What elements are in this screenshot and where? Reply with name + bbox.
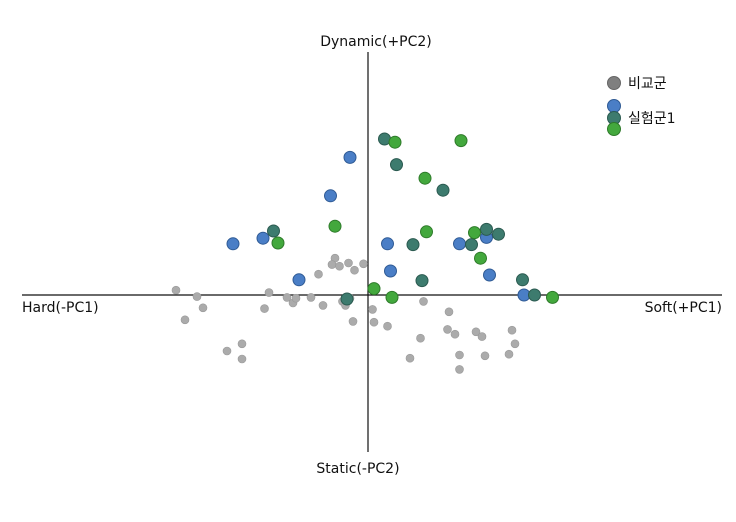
axis-label-bottom: Static(-PC2) xyxy=(316,461,399,477)
point-series0-20 xyxy=(383,321,392,331)
point-series0-5 xyxy=(260,304,269,313)
point-series0-37 xyxy=(455,365,464,374)
point-series0-0 xyxy=(264,288,274,297)
point-series0-6 xyxy=(318,301,328,310)
point-series0-30 xyxy=(237,339,247,349)
point-series0-22 xyxy=(444,307,454,317)
point-series0-12 xyxy=(350,265,359,275)
point-series0-35 xyxy=(504,349,514,359)
point-series0-1 xyxy=(282,293,292,302)
point-series0-28 xyxy=(507,325,517,335)
point-series0-38 xyxy=(192,292,202,301)
point-series2-2 xyxy=(436,183,450,197)
point-series3-3 xyxy=(420,225,433,239)
point-series0-41 xyxy=(171,285,181,295)
point-series0-40 xyxy=(180,315,190,325)
point-series0-25 xyxy=(450,329,460,339)
point-series0-33 xyxy=(405,353,415,363)
axis-label-left: Hard(-PC1) xyxy=(22,300,99,316)
point-series1-3 xyxy=(226,237,240,251)
point-series1-7 xyxy=(453,237,466,251)
point-series3-6 xyxy=(328,219,342,233)
point-series0-18 xyxy=(368,305,377,314)
point-series0-19 xyxy=(369,317,379,327)
point-series3-2 xyxy=(418,171,432,185)
point-series3-7 xyxy=(271,236,285,250)
point-series0-34 xyxy=(480,351,490,361)
point-series1-9 xyxy=(483,268,496,282)
point-series0-31 xyxy=(237,354,247,364)
legend-marker-exp-blue xyxy=(607,99,621,113)
legend-label-experiment1: 실험군1 xyxy=(628,111,676,127)
point-series1-1 xyxy=(324,189,337,203)
point-series0-13 xyxy=(359,259,368,269)
point-series3-0 xyxy=(388,135,402,149)
point-series0-32 xyxy=(222,346,232,356)
point-series0-4 xyxy=(306,293,316,302)
point-series0-29 xyxy=(510,339,520,349)
point-series1-4 xyxy=(292,273,306,287)
point-series1-6 xyxy=(384,264,397,278)
point-series3-10 xyxy=(546,290,559,304)
point-series1-0 xyxy=(343,150,357,164)
point-series0-3 xyxy=(291,293,301,303)
axis-label-top: Dynamic(+PC2) xyxy=(320,34,432,50)
point-series3-4 xyxy=(468,226,481,240)
point-series3-1 xyxy=(454,134,468,148)
point-series2-11 xyxy=(267,224,280,238)
point-series0-21 xyxy=(419,297,428,306)
axis-label-right: Soft(+PC1) xyxy=(645,300,722,316)
point-series2-10 xyxy=(340,292,354,306)
point-series3-9 xyxy=(385,290,399,304)
point-series2-6 xyxy=(406,238,420,252)
point-series3-5 xyxy=(474,251,487,265)
point-series2-1 xyxy=(390,158,403,172)
point-series0-36 xyxy=(455,350,464,360)
point-series0-17 xyxy=(348,317,358,326)
point-series2-9 xyxy=(528,288,541,302)
legend: 비교군 실험군1 xyxy=(607,76,676,136)
point-series0-23 xyxy=(416,333,425,343)
point-series1-2 xyxy=(256,231,270,245)
point-series0-10 xyxy=(335,261,344,271)
point-series1-5 xyxy=(381,237,394,251)
point-series0-11 xyxy=(344,258,353,268)
point-series0-7 xyxy=(314,269,323,279)
point-series3-8 xyxy=(367,282,381,296)
point-series0-27 xyxy=(477,332,487,341)
point-series0-26 xyxy=(471,327,481,337)
point-series2-8 xyxy=(516,273,529,287)
point-series2-7 xyxy=(415,274,429,288)
point-series2-4 xyxy=(480,222,493,236)
legend-label-comparison: 비교군 xyxy=(628,76,667,92)
data-points xyxy=(171,132,559,374)
point-series0-24 xyxy=(443,325,452,334)
legend-marker-exp-green xyxy=(607,122,621,136)
point-series0-39 xyxy=(198,303,208,313)
point-series2-5 xyxy=(492,227,505,241)
point-series2-3 xyxy=(465,238,478,252)
point-series0-9 xyxy=(327,260,337,269)
legend-marker-comparison xyxy=(607,76,621,90)
axes xyxy=(22,52,722,452)
